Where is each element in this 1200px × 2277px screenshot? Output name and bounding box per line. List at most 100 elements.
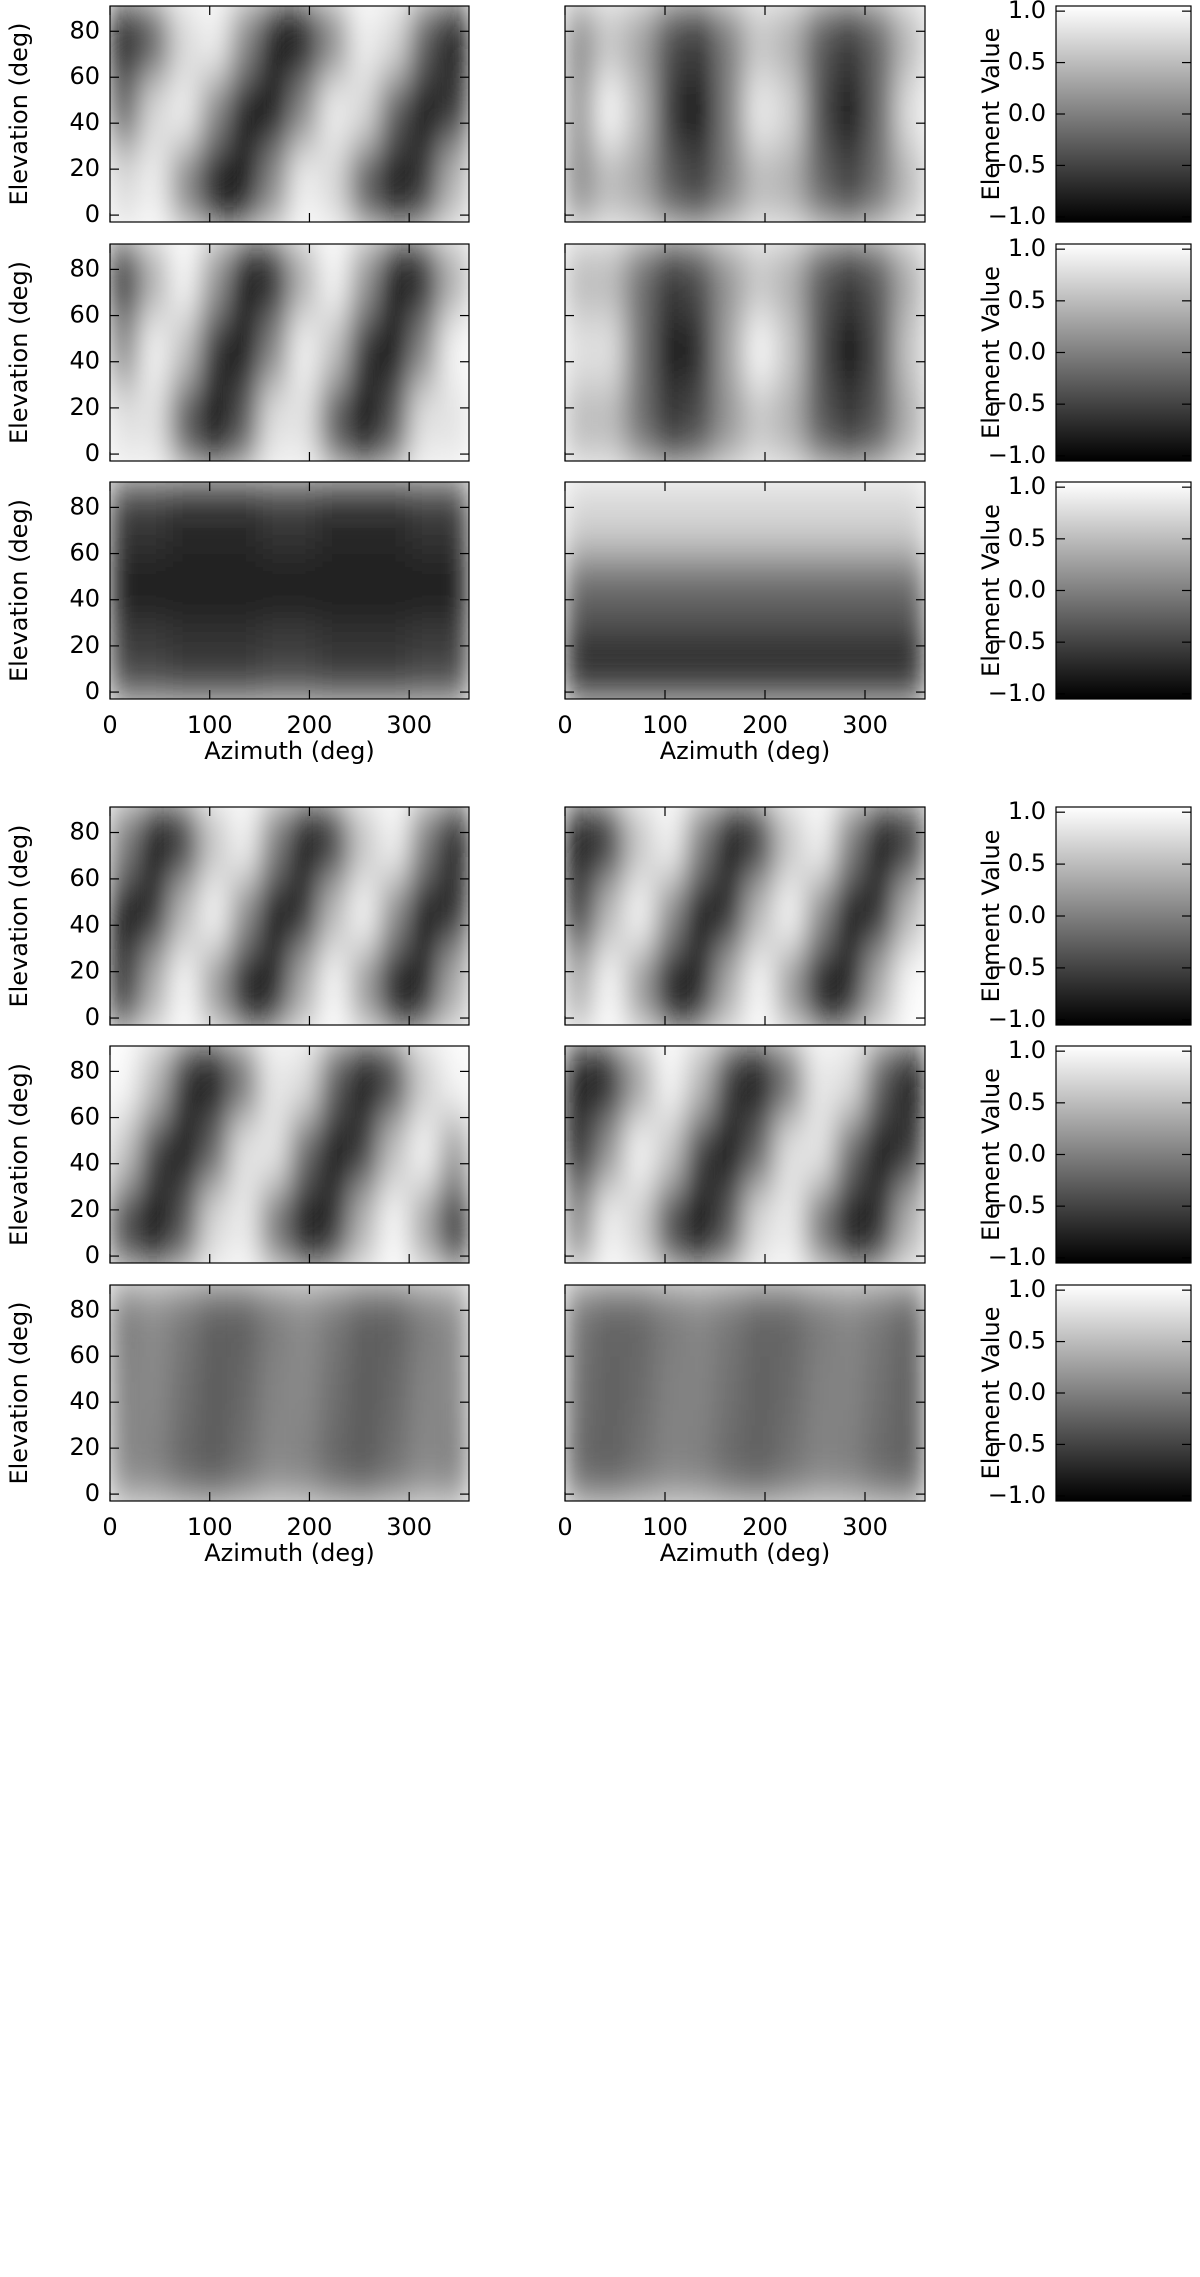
heatmap-cell <box>744 622 776 699</box>
heatmap-cell <box>594 315 626 386</box>
heatmap-cell <box>834 807 866 880</box>
heatmap-cell <box>684 1424 716 1501</box>
colorbar-tick-label: 0.5 <box>1008 1327 1046 1355</box>
heatmap-cell <box>774 244 806 317</box>
x-axis-label: Azimuth (deg) <box>204 1539 374 1567</box>
heatmap-cell <box>229 807 261 880</box>
heatmap-cell <box>864 1285 896 1357</box>
heatmap-cell <box>229 878 261 949</box>
heatmap-cell <box>378 482 410 555</box>
heatmap-cell <box>289 244 320 317</box>
heatmap-cell <box>744 145 776 222</box>
heatmap-cell <box>774 384 806 461</box>
heatmap-cell <box>229 482 261 555</box>
heatmap-cells <box>110 807 469 1025</box>
colorbar-tick-label: 0.5 <box>1008 849 1046 877</box>
heatmap-cell <box>894 384 925 461</box>
colorbar-tick-label: 1.0 <box>1008 797 1046 825</box>
heatmap-cell <box>438 1046 469 1119</box>
heatmap-cell <box>654 622 686 699</box>
heatmap-cell <box>408 1186 440 1263</box>
heatmap-cell <box>408 807 440 880</box>
heatmap-cell <box>229 76 261 147</box>
heatmap-cell <box>408 384 440 461</box>
heatmap-cell <box>774 6 806 78</box>
heatmap-cell <box>318 384 350 461</box>
y-tick-label: 40 <box>69 347 100 375</box>
heatmap-cell <box>894 1117 925 1188</box>
heatmap-cell <box>804 315 836 386</box>
heatmap-cell <box>438 76 469 147</box>
heatmap-cell <box>199 622 231 699</box>
heatmap-cell <box>289 1424 320 1501</box>
heatmap-cell <box>199 807 231 880</box>
heatmap-cell <box>834 878 866 949</box>
y-axis-label: Elevation (deg) <box>5 1063 33 1246</box>
y-tick-label: 60 <box>69 1103 100 1131</box>
heatmap-cell <box>199 384 231 461</box>
y-axis-label: Elevation (deg) <box>5 261 33 444</box>
heatmap-cell <box>199 1046 231 1119</box>
heatmap-cell <box>894 622 925 699</box>
heatmap-cell <box>289 482 320 555</box>
heatmap-cell <box>684 6 716 78</box>
heatmap-cell <box>438 145 469 222</box>
heatmap-cell <box>348 1117 380 1188</box>
heatmap-cell <box>894 1285 925 1357</box>
x-tick-label: 100 <box>187 1513 233 1541</box>
heatmap-cell <box>654 384 686 461</box>
colorbar-tick-label: −0.5 <box>988 627 1046 655</box>
heatmap-cell <box>684 947 716 1025</box>
heatmap-cell <box>834 947 866 1025</box>
heatmap-cell <box>110 244 141 317</box>
heatmap-cell <box>139 1117 171 1188</box>
heatmap-cell <box>438 384 469 461</box>
heatmap-cell <box>864 76 896 147</box>
heatmap-cell <box>864 622 896 699</box>
heatmap-cell <box>834 622 866 699</box>
heatmap-cell <box>624 145 656 222</box>
heatmap-cell <box>684 1355 716 1426</box>
heatmap-cell <box>774 622 806 699</box>
heatmap-cell <box>169 1424 201 1501</box>
y-tick-label: 0 <box>85 1479 100 1507</box>
heatmap-cell <box>804 947 836 1025</box>
heatmap-cell <box>714 1186 746 1263</box>
heatmap-cell <box>318 6 350 78</box>
y-tick-label: 20 <box>69 1195 100 1223</box>
heatmap <box>110 244 469 461</box>
y-tick-label: 80 <box>69 818 100 846</box>
y-tick-label: 60 <box>69 62 100 90</box>
y-tick-label: 60 <box>69 1341 100 1369</box>
heatmap-cell <box>894 76 925 147</box>
heatmap-cell <box>654 315 686 386</box>
heatmap-cell <box>229 1285 261 1357</box>
heatmap-cell <box>378 6 410 78</box>
heatmap-cell <box>199 553 231 624</box>
heatmap-cell <box>348 384 380 461</box>
plot-frame <box>564 806 926 1026</box>
heatmap-cell <box>408 1424 440 1501</box>
x-tick-label: 200 <box>287 1513 333 1541</box>
heatmap-cell <box>804 1186 836 1263</box>
heatmap-cell <box>229 315 261 386</box>
heatmap-cell <box>408 145 440 222</box>
heatmap-cell <box>654 807 686 880</box>
heatmap-cell <box>714 384 746 461</box>
heatmap-cell <box>714 6 746 78</box>
heatmap-cell <box>169 6 201 78</box>
heatmap-cell <box>169 76 201 147</box>
heatmap-cell <box>834 1285 866 1357</box>
heatmap-cell <box>348 1285 380 1357</box>
heatmap-cell <box>289 315 320 386</box>
heatmap-cell <box>408 1355 440 1426</box>
plot-frame <box>109 5 470 223</box>
colorbar-tick-label: −1.0 <box>988 679 1046 707</box>
heatmap-cell <box>594 1186 626 1263</box>
heatmap-cell <box>774 76 806 147</box>
heatmap-cell <box>804 553 836 624</box>
heatmap-cell <box>565 1186 596 1263</box>
heatmap <box>565 807 925 1025</box>
heatmap <box>565 1285 925 1501</box>
colorbar-tick-label: −0.5 <box>988 953 1046 981</box>
